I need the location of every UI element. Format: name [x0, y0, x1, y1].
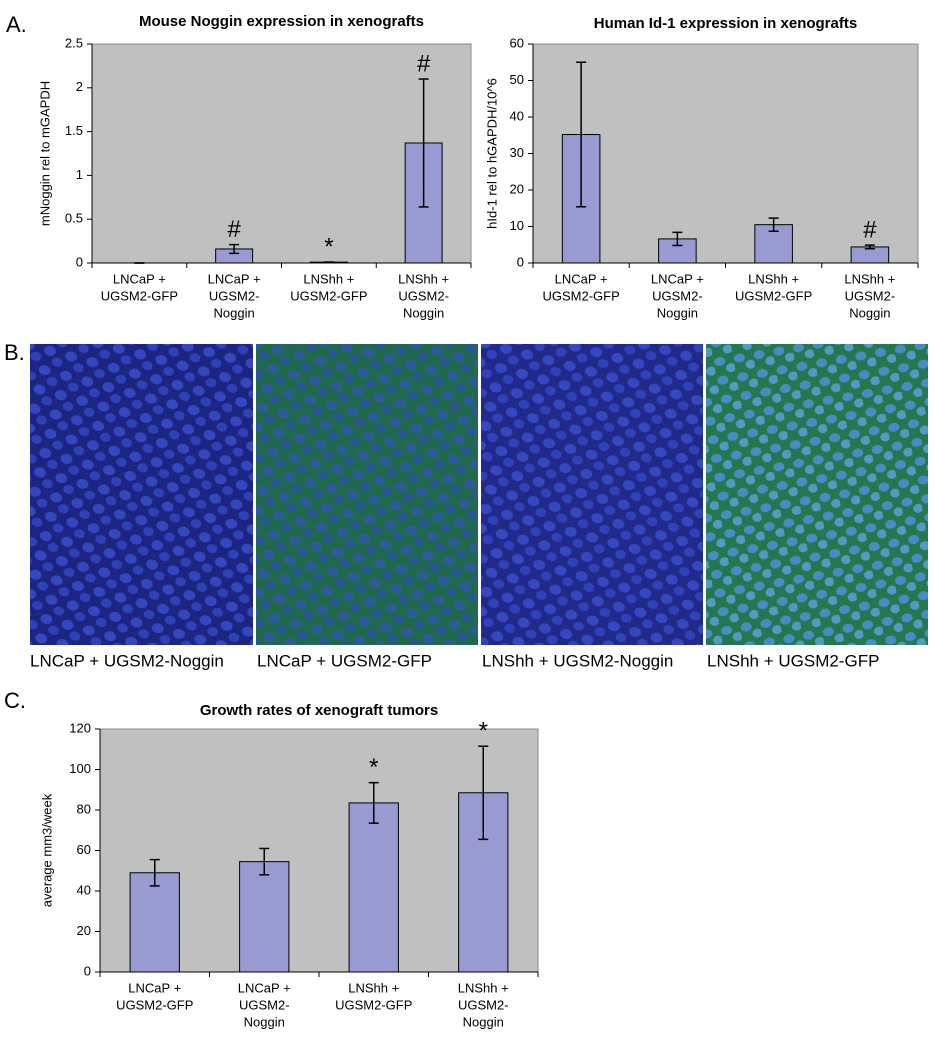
significance-mark: #	[863, 216, 877, 243]
x-tick-label: LNCaP +	[651, 271, 704, 286]
micrograph	[706, 344, 928, 645]
x-tick-label: LNShh +	[398, 271, 449, 286]
micrograph-caption: LNShh + UGSM2-Noggin	[482, 651, 673, 670]
error-bar	[478, 745, 489, 841]
x-tick-label: LNShh +	[303, 271, 354, 286]
y-tick-label: 20	[77, 923, 91, 938]
micrograph-caption: LNCaP + UGSM2-Noggin	[30, 651, 224, 670]
panel-label: B.	[4, 340, 25, 365]
chart-title: Growth rates of xenograft tumors	[200, 702, 438, 719]
y-tick-label: 40	[510, 108, 524, 123]
panel-label: A.	[6, 12, 27, 37]
chart-title: Human Id-1 expression in xenografts	[594, 15, 857, 32]
x-tick-label: LNCaP +	[128, 980, 181, 995]
y-tick-label: 60	[510, 35, 524, 50]
chart: Growth rates of xenograft tumors average …	[39, 702, 539, 1029]
x-tick-label: UGSM2-GFP	[116, 997, 193, 1012]
x-tick-label: LNCaP +	[555, 271, 608, 286]
x-tick-label: LNCaP +	[238, 980, 291, 995]
bar	[348, 802, 399, 973]
y-axis-label: hId-1 rel to hGAPDH/10^6	[484, 78, 499, 229]
y-tick-label: 2	[76, 79, 83, 94]
error-bar	[864, 244, 875, 250]
bar	[129, 872, 180, 973]
x-tick-label: UGSM2-GFP	[290, 288, 367, 303]
x-tick-label: UGSM2-	[398, 288, 449, 303]
y-tick-label: 2.5	[65, 35, 83, 50]
error-bar	[259, 847, 270, 876]
micrograph	[30, 344, 253, 645]
y-axis-label: average mm3/week	[39, 793, 54, 907]
error-bar	[672, 231, 683, 247]
x-tick-label: LNCaP +	[113, 271, 166, 286]
x-tick-label: UGSM2-	[209, 288, 260, 303]
y-tick-label: 30	[510, 145, 524, 160]
y-axis-label: mNoggin rel to mGAPDH	[37, 81, 52, 226]
y-tick-label: 1	[76, 167, 83, 182]
panel-label: C.	[4, 688, 26, 713]
x-tick-label: LNShh +	[748, 271, 799, 286]
y-tick-label: 50	[510, 72, 524, 87]
x-tick-label: Noggin	[244, 1014, 285, 1029]
micrograph-caption: LNShh + UGSM2-GFP	[707, 651, 879, 670]
error-bar	[418, 78, 429, 208]
y-tick-label: 100	[69, 761, 91, 776]
x-tick-label: LNCaP +	[208, 271, 261, 286]
x-tick-label: UGSM2-	[458, 997, 509, 1012]
y-tick-label: 120	[69, 720, 91, 735]
y-tick-label: 10	[510, 218, 524, 233]
x-tick-label: Noggin	[214, 305, 255, 320]
x-tick-label: Noggin	[463, 1014, 504, 1029]
chart: Mouse Noggin expression in xenografts mNo…	[37, 13, 472, 320]
y-tick-label: 20	[510, 181, 524, 196]
bar	[239, 861, 290, 973]
x-tick-label: Noggin	[657, 305, 698, 320]
x-tick-label: Noggin	[403, 305, 444, 320]
x-tick-label: UGSM2-	[845, 288, 896, 303]
chart: Human Id-1 expression in xenografts hId-1…	[484, 15, 919, 320]
error-bar	[149, 858, 160, 887]
significance-mark: *	[479, 718, 488, 745]
y-tick-label: 1.5	[65, 123, 83, 138]
micrograph	[481, 344, 703, 645]
micrograph	[256, 344, 478, 645]
y-tick-label: 0	[84, 963, 91, 978]
y-tick-label: 60	[77, 842, 91, 857]
y-tick-label: 0	[76, 254, 83, 269]
x-tick-label: LNShh +	[348, 980, 399, 995]
x-tick-label: Noggin	[849, 305, 890, 320]
micrograph-caption: LNCaP + UGSM2-GFP	[257, 651, 432, 670]
x-tick-label: UGSM2-	[239, 997, 290, 1012]
x-tick-label: UGSM2-GFP	[101, 288, 178, 303]
chart-title: Mouse Noggin expression in xenografts	[139, 13, 424, 30]
y-tick-label: 0	[517, 254, 524, 269]
significance-mark: *	[369, 754, 378, 781]
x-tick-label: LNShh +	[844, 271, 895, 286]
x-tick-label: UGSM2-GFP	[335, 997, 412, 1012]
error-bar	[368, 781, 379, 824]
error-bar	[768, 217, 779, 232]
x-tick-label: UGSM2-	[652, 288, 703, 303]
error-bar	[576, 61, 587, 208]
significance-mark: #	[227, 216, 241, 243]
significance-mark: *	[324, 233, 333, 260]
x-tick-label: UGSM2-GFP	[735, 288, 812, 303]
y-tick-label: 0.5	[65, 211, 83, 226]
significance-mark: #	[417, 50, 431, 77]
x-tick-label: LNShh +	[458, 980, 509, 995]
x-tick-label: UGSM2-GFP	[542, 288, 619, 303]
y-tick-label: 40	[77, 882, 91, 897]
y-tick-label: 80	[77, 801, 91, 816]
error-bar	[229, 243, 240, 255]
